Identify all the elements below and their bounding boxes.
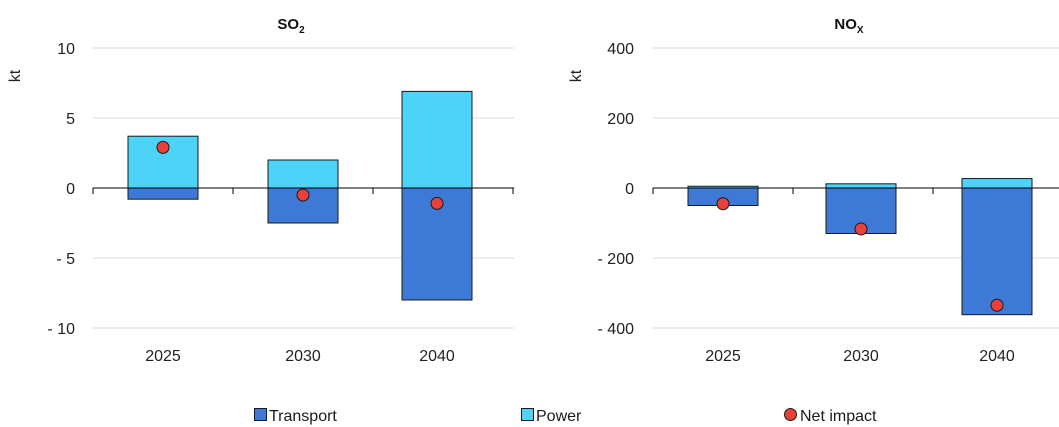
net-impact-point	[716, 197, 730, 211]
y-tick-label: 0	[625, 181, 634, 198]
y-tick-label: 0	[66, 181, 75, 198]
legend-power: Power	[521, 408, 581, 426]
x-tick-label: 2030	[285, 348, 321, 365]
y-tick-label: - 5	[56, 251, 75, 268]
bar-power	[825, 183, 897, 189]
transport-swatch	[254, 408, 267, 421]
y-tick-label: - 400	[598, 321, 635, 338]
legend-transport: Transport	[254, 408, 337, 426]
y-tick-label: - 200	[598, 251, 635, 268]
net-impact-point	[156, 140, 170, 154]
chart-title-subscript: 2	[299, 25, 305, 36]
bar-power	[267, 159, 339, 189]
bar-transport	[961, 187, 1033, 316]
x-tick-label: 2025	[145, 348, 181, 365]
net-impact-point	[430, 196, 444, 210]
y-tick-label: - 10	[47, 321, 75, 338]
net-impact-point	[990, 298, 1004, 312]
bar-power	[961, 178, 1033, 189]
legend-transport-label: Transport	[269, 408, 337, 425]
net-impact-marker	[784, 408, 797, 421]
emissions-charts: 10 5 0 - 5 - 10 kt SO2 2025 2030 2040 400 200 0 - 200…	[7, 16, 1059, 365]
bar-transport	[127, 187, 199, 200]
y-tick-label: 5	[66, 111, 75, 128]
chart-title: SO2	[277, 16, 305, 36]
chart-panel-2: 400 200 0 - 200 - 400 kt NOX 2025 2030 2040	[568, 16, 1059, 365]
legend-power-label: Power	[536, 408, 582, 425]
y-axis-label: kt	[7, 69, 24, 82]
x-tick-label: 2040	[419, 348, 455, 365]
y-axis-label: kt	[568, 69, 585, 82]
x-tick-label: 2030	[843, 348, 879, 365]
legend-net-impact: Net impact	[784, 408, 876, 426]
net-impact-point	[296, 188, 310, 202]
bar-power	[401, 90, 473, 189]
y-tick-label: 10	[57, 41, 75, 58]
y-tick-label: 400	[607, 41, 634, 58]
x-tick-label: 2025	[705, 348, 741, 365]
chart-title-subscript: X	[857, 25, 864, 36]
chart-title: NOX	[834, 16, 864, 36]
chart-panel-1: 10 5 0 - 5 - 10 kt SO2 2025 2030 2040	[7, 16, 514, 365]
legend-net-impact-label: Net impact	[800, 408, 877, 425]
x-tick-label: 2040	[979, 348, 1015, 365]
net-impact-point	[854, 222, 868, 236]
legend: Transport Power Net impact	[0, 403, 1059, 427]
y-tick-label: 200	[607, 111, 634, 128]
power-swatch	[521, 408, 534, 421]
